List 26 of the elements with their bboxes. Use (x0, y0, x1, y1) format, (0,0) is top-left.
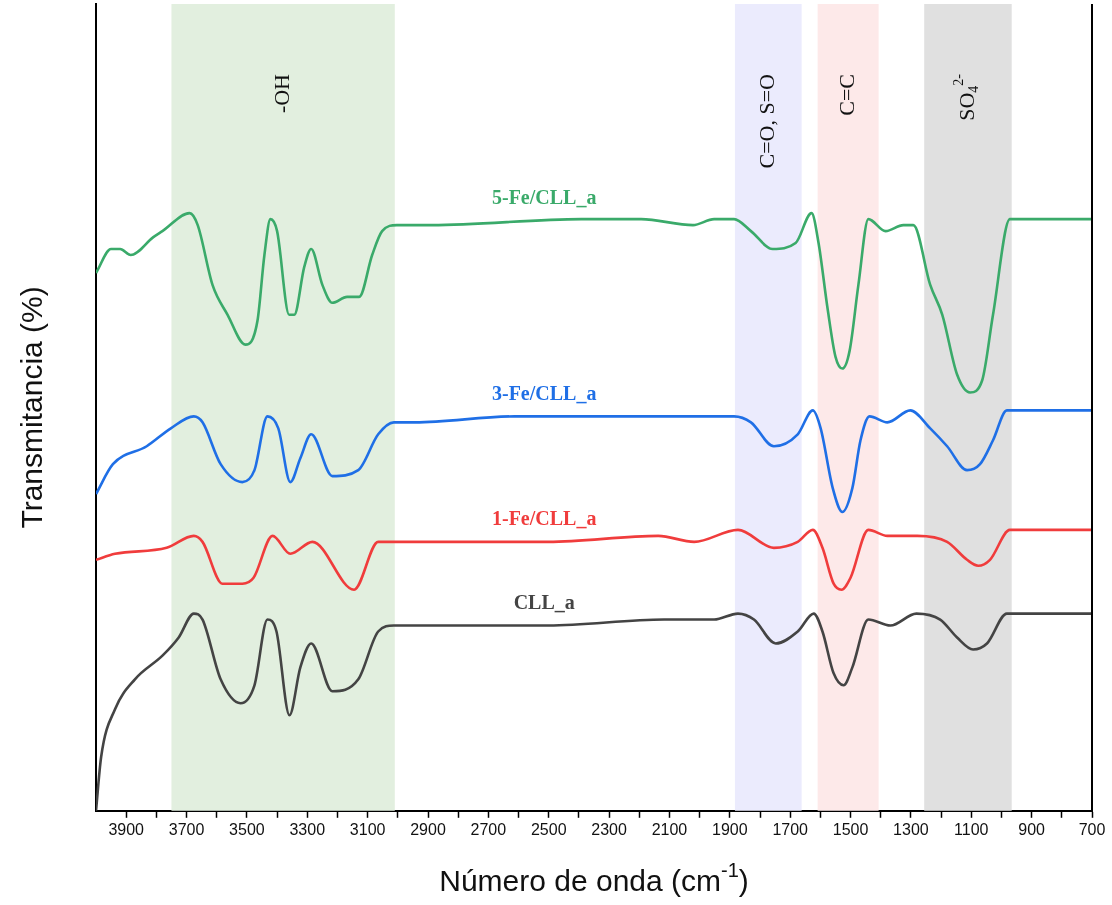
band-label: C=O, S=O (754, 74, 780, 169)
series-label: 3-Fe/CLL_a (491, 381, 597, 404)
series-label: 1-Fe/CLL_a (491, 507, 597, 530)
x-tick-label: 3900 (108, 820, 145, 838)
x-tick-label: 1700 (772, 820, 809, 838)
x-tick-label: 2900 (410, 820, 446, 838)
y-axis-title: Transmitancia (%) (15, 286, 49, 529)
series-label: CLL_a (513, 590, 575, 613)
band-label: -OH (268, 73, 294, 114)
x-tick-label: 3100 (349, 820, 386, 838)
x-tick-label: 1900 (712, 820, 748, 838)
x-tick-label: 3500 (229, 820, 265, 838)
x-tick-label: 2300 (591, 820, 627, 838)
x-tick-label: 3300 (289, 820, 326, 838)
x-tick-label: 2700 (470, 820, 507, 838)
series-label: 5-Fe/CLL_a (491, 185, 597, 208)
x-tick-label: 2100 (651, 820, 688, 838)
band-label: C=C (833, 73, 859, 116)
x-tick-label: 1500 (832, 820, 869, 838)
x-tick-label: 1300 (893, 820, 929, 838)
x-tick-label: 2500 (530, 820, 567, 838)
x-tick-label: 900 (1018, 820, 1046, 838)
band-label: SO42- (950, 73, 982, 121)
x-tick-label: 3700 (168, 820, 205, 838)
x-tick-label: 700 (1078, 820, 1106, 838)
x-tick-label: 1100 (954, 820, 989, 838)
